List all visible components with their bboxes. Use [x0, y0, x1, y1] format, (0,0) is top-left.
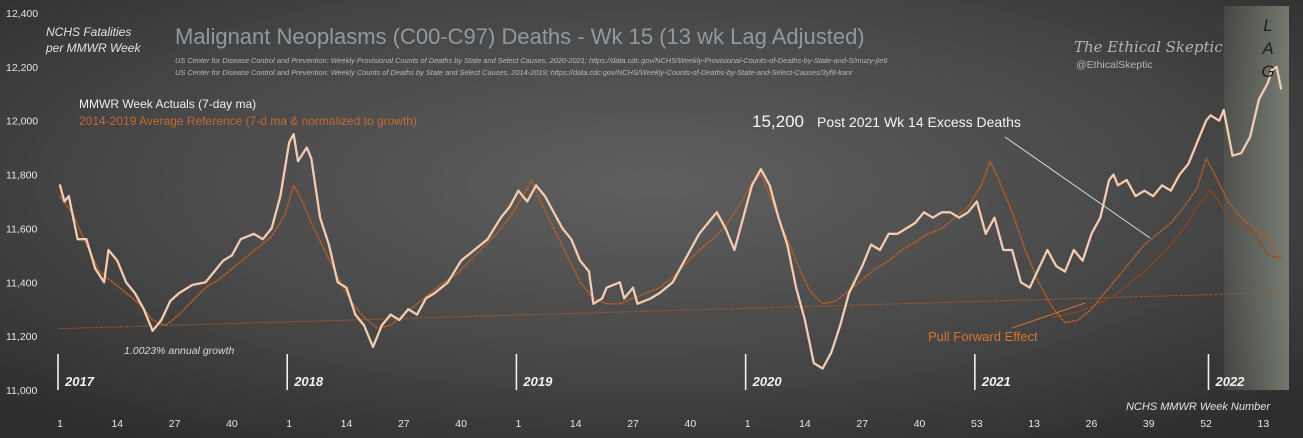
chart-title: Malignant Neoplasms (C00-C97) Deaths - W… [175, 24, 865, 49]
x-tick-label: 1 [57, 418, 63, 430]
y-tick-label: 11,600 [6, 223, 37, 235]
y-axis-label-line1: NCHS Fatalities [46, 25, 131, 39]
excess-deaths-label: Post 2021 Wk 14 Excess Deaths [817, 114, 1021, 130]
x-tick-label: 14 [570, 418, 582, 430]
year-marker-label: 2019 [522, 374, 553, 389]
x-tick-label: 40 [455, 418, 467, 430]
x-tick-label: 13 [1028, 418, 1040, 430]
x-axis-ticks: 1 14 27 40 1 14 27 40 1 14 27 40 1 14 27 40 53 13 26 39 52 13 [57, 418, 1269, 430]
year-marker-label: 2018 [293, 374, 324, 389]
x-tick-label: 40 [684, 418, 696, 430]
lag-region [1223, 6, 1289, 390]
y-tick-label: 11,800 [6, 170, 37, 182]
x-tick-label: 14 [341, 418, 353, 430]
x-tick-label: 1 [745, 418, 751, 430]
series-line-2 [1051, 189, 1282, 319]
y-tick-label: 11,000 [6, 385, 37, 397]
year-marker-label: 2021 [981, 374, 1011, 389]
x-tick-label: 27 [169, 418, 181, 430]
brand-handle: @EthicalSkeptic [1076, 59, 1153, 71]
x-tick-label: 26 [1086, 418, 1098, 430]
x-tick-label: 27 [398, 418, 410, 430]
series-line-3 [59, 292, 1282, 330]
x-tick-label: 40 [226, 418, 238, 430]
year-marker-label: 2017 [64, 374, 95, 389]
source-line-1: US Center for Disease Control and Preven… [175, 56, 888, 65]
x-tick-label: 13 [1258, 418, 1270, 430]
y-tick-label: 11,200 [6, 331, 37, 343]
x-tick-label: 1 [516, 418, 522, 430]
growth-annotation: 1.0023% annual growth [124, 345, 234, 357]
x-tick-label: 39 [1143, 418, 1155, 430]
pull-forward-label: Pull Forward Effect [928, 329, 1038, 344]
x-tick-label: 53 [971, 418, 983, 430]
pull-forward-pointer-line [1011, 302, 1086, 329]
year-markers: 2017 2018 2019 2020 2021 2022 [57, 354, 1245, 390]
x-tick-label: 14 [799, 418, 811, 430]
x-tick-label: 27 [627, 418, 639, 430]
y-tick-label: 12,200 [6, 62, 38, 74]
source-line-2: US Center for Disease Control and Preven… [175, 68, 853, 77]
lag-letter-a: A [1261, 39, 1273, 58]
y-tick-label: 12,000 [6, 116, 38, 128]
x-tick-label: 40 [914, 418, 926, 430]
y-tick-label: 12,400 [6, 8, 38, 20]
x-tick-label: 27 [856, 418, 868, 430]
x-axis-label: NCHS MMWR Week Number [1126, 401, 1271, 413]
lag-letter-g: G [1261, 62, 1274, 81]
excess-pointer-line [1004, 136, 1151, 239]
x-tick-label: 52 [1200, 418, 1212, 430]
excess-deaths-value: 15,200 [752, 112, 804, 131]
year-marker-label: 2020 [752, 374, 783, 389]
y-tick-label: 11,400 [6, 277, 37, 289]
legend-reference: 2014-2019 Average Reference (7-d ma & no… [79, 114, 417, 128]
legend-actuals: MMWR Week Actuals (7-day ma) [79, 97, 256, 111]
x-tick-label: 14 [111, 418, 123, 430]
series-line-1 [59, 157, 1282, 329]
lag-letter-l: L [1263, 16, 1272, 35]
brand-name: The Ethical Skeptic [1074, 38, 1223, 56]
x-tick-label: 1 [286, 418, 292, 430]
y-axis-ticks: 11,000 11,200 11,400 11,600 11,800 12,000 12,2… [6, 8, 38, 397]
year-marker-label: 2022 [1214, 374, 1245, 389]
y-axis-label-line2: per MMWR Week [45, 41, 141, 55]
